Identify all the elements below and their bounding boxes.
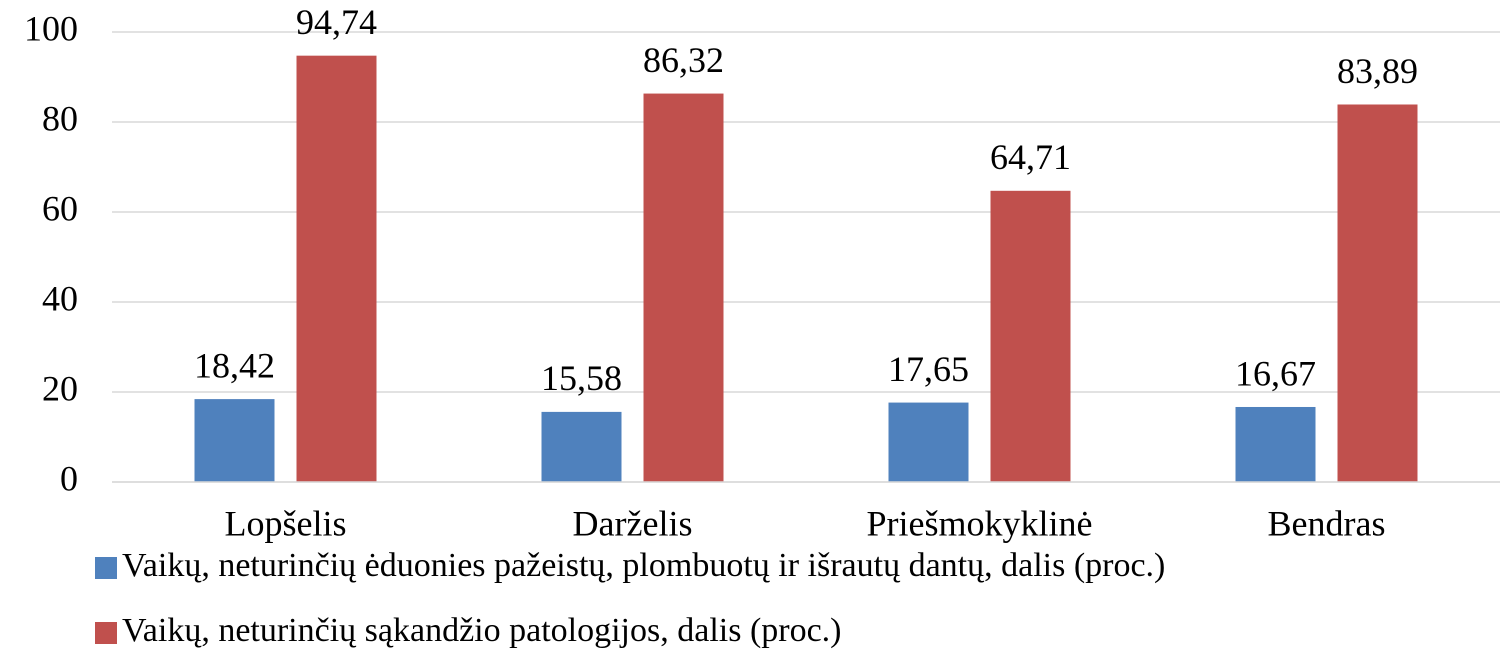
bar [1337, 104, 1418, 483]
bar [990, 190, 1071, 482]
y-tick-label: 0 [60, 458, 78, 498]
value-label: 18,42 [194, 345, 275, 385]
bar [296, 55, 377, 483]
legend-label: Vaikų, neturinčių ėduonies pažeistų, plo… [122, 547, 1165, 584]
value-label: 83,89 [1337, 51, 1418, 91]
x-tick-label: Darželis [573, 503, 693, 543]
legend-swatch [95, 557, 117, 579]
x-tick-label: Lopšelis [225, 503, 347, 543]
value-label: 94,74 [296, 2, 377, 42]
bar [888, 402, 969, 482]
legend-swatch [95, 622, 117, 644]
value-label: 16,67 [1235, 353, 1316, 393]
y-tick-label: 100 [24, 8, 78, 48]
value-label: 64,71 [990, 137, 1071, 177]
y-tick-label: 20 [42, 368, 78, 408]
value-label: 15,58 [541, 358, 622, 398]
legend-label: Vaikų, neturinčių sąkandžio patologijos,… [122, 612, 842, 649]
x-tick-label: Bendras [1268, 503, 1386, 543]
x-tick-label: Priešmokyklinė [867, 503, 1093, 543]
bar [1235, 406, 1316, 482]
y-tick-label: 40 [42, 278, 78, 318]
bar [194, 399, 275, 482]
bar [643, 93, 724, 482]
y-tick-label: 60 [42, 188, 78, 228]
y-tick-label: 80 [42, 98, 78, 138]
bar [541, 411, 622, 482]
value-label: 86,32 [643, 40, 724, 80]
value-label: 17,65 [888, 349, 969, 389]
